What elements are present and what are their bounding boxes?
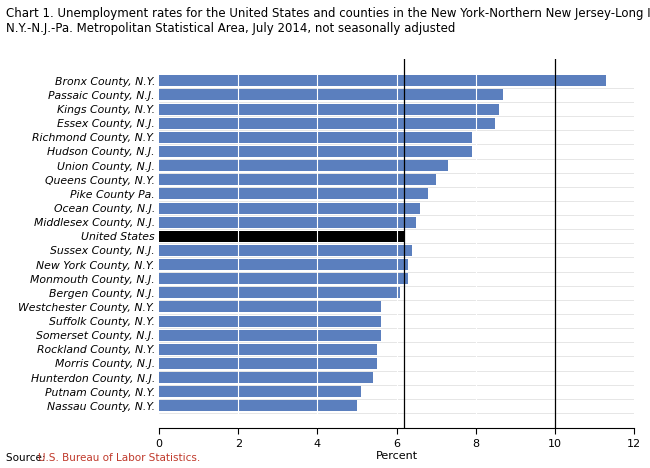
Bar [159,245,412,256]
Bar [159,401,357,411]
Bar [159,132,472,143]
Text: Source:: Source: [6,453,49,463]
Bar [159,160,448,171]
Bar [159,259,408,270]
Bar [159,330,381,341]
Bar [159,89,503,101]
Bar [159,301,381,313]
Bar [159,386,361,397]
Bar [159,146,472,157]
Bar [159,103,499,115]
Bar [159,231,404,242]
Text: U.S. Bureau of Labor Statistics.: U.S. Bureau of Labor Statistics. [38,453,200,463]
Bar [159,315,381,327]
Bar [159,75,606,86]
Bar [159,118,495,129]
Bar [159,287,400,298]
Bar [159,372,373,383]
Bar [159,174,436,185]
Bar [159,203,420,213]
Bar [159,344,377,355]
Bar [159,189,428,199]
X-axis label: Percent: Percent [376,452,417,461]
Bar [159,358,377,369]
Bar [159,217,416,227]
Text: Chart 1. Unemployment rates for the United States and counties in the New York-N: Chart 1. Unemployment rates for the Unit… [6,7,650,35]
Bar [159,273,408,284]
